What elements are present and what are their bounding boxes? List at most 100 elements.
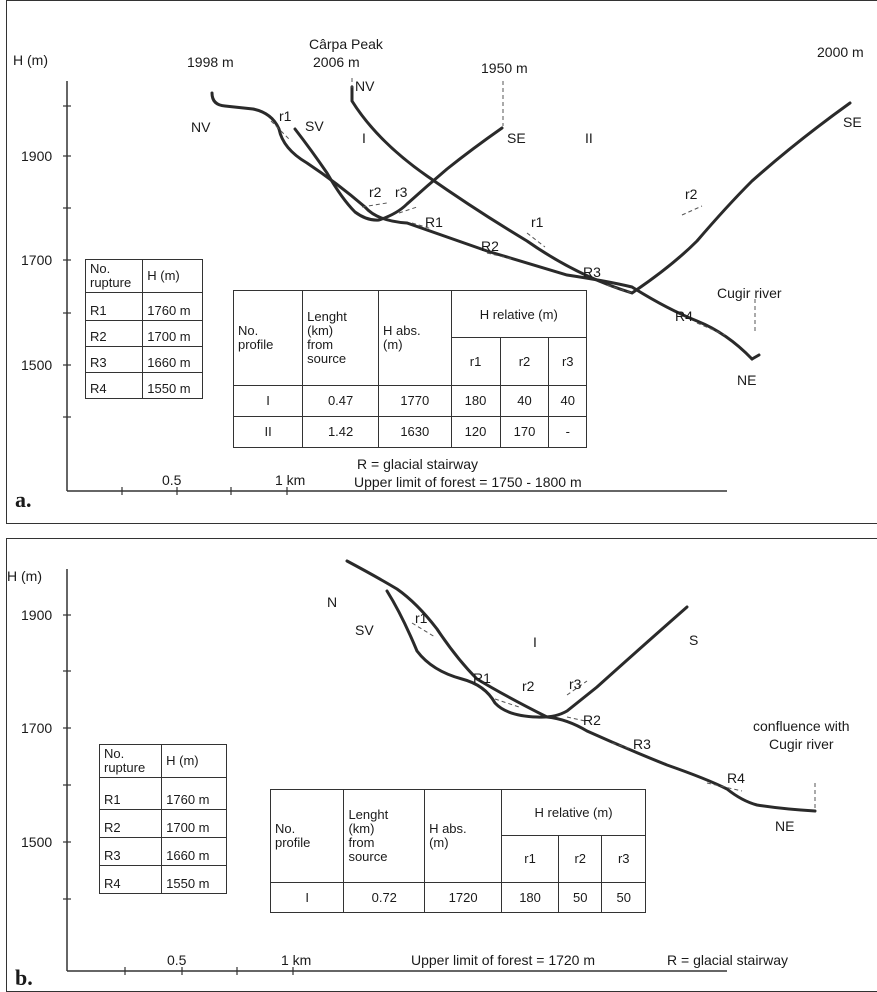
profile-cell: I	[232, 384, 304, 417]
rupture-R1: R1	[425, 214, 443, 230]
rupture-header-h: H (m)	[142, 259, 203, 293]
y-axis-label: H (m)	[7, 568, 42, 584]
profile-cell: 1630	[378, 415, 452, 449]
profile-cell: 50	[601, 881, 646, 914]
rupture-R2: R2	[481, 238, 499, 254]
profile-table-b: No. profile Lenght (km) from source H ab…	[269, 788, 646, 914]
rupture-dashes	[411, 622, 816, 811]
panel-a-diagram: H (m) 1900 1700 1500 0.5 1 km	[13, 36, 864, 512]
rupture-height: 1760 m	[142, 292, 203, 321]
profile-label-ii: II	[585, 130, 593, 146]
dir-se-1: SE	[507, 130, 526, 146]
profile-header-abs: H abs. (m)	[424, 789, 503, 883]
profile-cell: 180	[450, 384, 501, 417]
profile-ii-curve	[350, 85, 852, 295]
dir-sv: SV	[305, 118, 324, 134]
y-axis-label: H (m)	[13, 52, 48, 68]
rupture-r1b: r1	[531, 214, 544, 230]
dir-nv-left: NV	[191, 119, 211, 135]
label-1998: 1998 m	[187, 54, 234, 70]
confluence-line-1: confluence with	[753, 718, 850, 734]
profile-i-curve	[210, 91, 754, 361]
rupture-r3a: r3	[395, 184, 408, 200]
profile-n-ne-curve	[345, 559, 817, 813]
dir-n: N	[327, 594, 337, 610]
rupture-height: 1660 m	[142, 346, 203, 373]
dir-sv: SV	[355, 622, 374, 638]
confluence-line-2: Cugir river	[769, 736, 834, 752]
profile-header-length: Lenght (km) from source	[302, 290, 380, 386]
profile-cell: 0.47	[302, 384, 380, 417]
rupture-id: R4	[98, 865, 163, 894]
x-ticks	[121, 487, 288, 495]
profile-cell: 50	[557, 881, 603, 914]
profile-cell: I	[269, 881, 345, 914]
rupture-id: R3	[84, 346, 144, 373]
rupture-table-b: No. rupture H (m) R1 1760 m R2 1700 m R3 16…	[98, 744, 227, 894]
profile-header-abs: H abs. (m)	[378, 290, 452, 386]
rupture-r2b: r2	[685, 186, 698, 202]
rupture-header-no: No. rupture	[98, 744, 163, 778]
rupture-id: R1	[84, 292, 144, 321]
label-2000: 2000 m	[817, 44, 864, 60]
label-2006: 2006 m	[313, 54, 360, 70]
profile-cell: -	[548, 415, 587, 449]
y-tick-1500: 1500	[21, 357, 52, 373]
rupture-id: R4	[84, 372, 144, 399]
rupture-header-no: No. rupture	[84, 259, 144, 293]
profile-curves	[345, 559, 817, 813]
rupture-height: 1660 m	[161, 837, 227, 866]
profile-cell: 170	[499, 415, 550, 449]
rupture-R4: R4	[727, 770, 745, 786]
profile-sv-se-curve	[293, 126, 504, 222]
rupture-table-a: No. rupture H (m) R1 1760 m R2 1700 m R3 16…	[84, 259, 203, 399]
rupture-height: 1550 m	[142, 372, 203, 399]
rupture-header-h: H (m)	[161, 744, 227, 778]
label-cugir-river: Cugir river	[717, 285, 782, 301]
forest-limit: Upper limit of forest = 1750 - 1800 m	[354, 474, 582, 490]
dir-ne: NE	[775, 818, 794, 834]
panel-b: H (m) 1900 1700 1500 0.5 1 km N SV S NE …	[6, 538, 877, 992]
panel-letter-a: a.	[15, 487, 32, 512]
y-ticks	[63, 614, 71, 900]
profile-sub-r1: r1	[501, 835, 559, 883]
rupture-height: 1700 m	[161, 809, 227, 838]
rupture-id: R1	[98, 777, 163, 810]
profile-cell: 120	[450, 415, 501, 449]
rupture-r2a: r2	[369, 184, 382, 200]
dir-se-2: SE	[843, 114, 862, 130]
rupture-dashes	[270, 78, 756, 336]
forest-limit: Upper limit of forest = 1720 m	[411, 952, 595, 968]
profile-label-i: I	[533, 634, 537, 650]
rupture-r2: r2	[522, 678, 535, 694]
profile-table-a: No. profile Lenght (km) from source H ab…	[232, 289, 588, 449]
profile-cell: 1.42	[302, 415, 380, 449]
y-tick-1700: 1700	[21, 252, 52, 268]
legend-glacial-stairway: R = glacial stairway	[357, 456, 478, 472]
x-tick-05: 0.5	[167, 952, 187, 968]
profile-sv-s-curve	[385, 589, 689, 719]
y-tick-1900: 1900	[21, 148, 52, 164]
dir-s: S	[689, 632, 698, 648]
rupture-id: R3	[98, 837, 163, 866]
profile-header-length: Lenght (km) from source	[343, 789, 426, 883]
rupture-height: 1700 m	[142, 320, 203, 347]
rupture-R3: R3	[583, 264, 601, 280]
panel-b-diagram: H (m) 1900 1700 1500 0.5 1 km N SV S NE …	[7, 559, 850, 990]
profile-header-relative: H relative (m)	[450, 289, 588, 339]
profile-sub-r2: r2	[499, 337, 550, 386]
rupture-id: R2	[84, 320, 144, 347]
profile-sub-r2: r2	[557, 835, 603, 883]
dir-ne: NE	[737, 372, 756, 388]
profile-sub-r3: r3	[601, 835, 646, 883]
x-tick-1km: 1 km	[275, 472, 305, 488]
profile-curves	[210, 85, 852, 361]
rupture-height: 1550 m	[161, 865, 227, 894]
rupture-R1: R1	[473, 670, 491, 686]
profile-cell: 1720	[424, 881, 503, 914]
rupture-r3: r3	[569, 676, 582, 692]
dir-nv-top: NV	[355, 78, 375, 94]
label-carpa-peak: Cârpa Peak	[309, 36, 384, 52]
profile-header-no: No. profile	[232, 290, 304, 386]
y-ticks	[63, 105, 71, 418]
